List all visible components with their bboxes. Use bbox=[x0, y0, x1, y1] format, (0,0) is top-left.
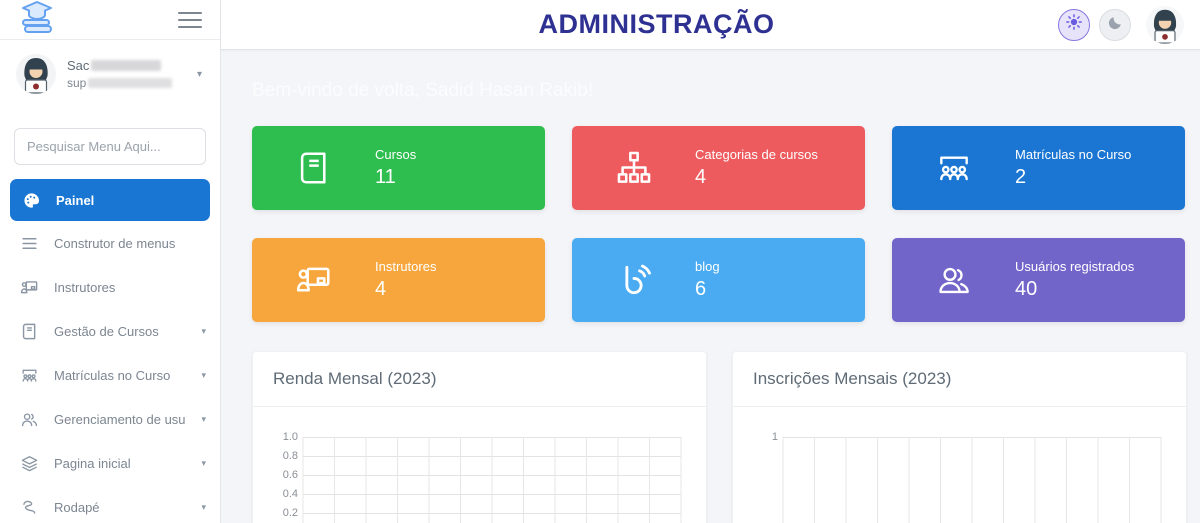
user-menu-caret-icon[interactable]: ▾ bbox=[196, 68, 202, 80]
sidebar-menu: Painel Construtor de menus bbox=[0, 175, 220, 523]
stat-card-cursos[interactable]: Cursos 11 bbox=[252, 126, 545, 210]
y-axis-labels: 1 bbox=[747, 431, 783, 523]
sidebar-user-section[interactable]: Sac sup ▾ bbox=[0, 40, 220, 106]
footer-icon bbox=[19, 497, 39, 517]
stat-card-value: 6 bbox=[695, 278, 707, 300]
menu-search-input[interactable] bbox=[14, 128, 206, 165]
stat-card-label: Usuários registrados bbox=[1015, 259, 1135, 274]
chart-title: Renda Mensal (2023) bbox=[253, 352, 706, 407]
stat-card-label: Instrutores bbox=[375, 259, 437, 274]
sidebar-item-label: Construtor de menus bbox=[54, 235, 176, 251]
stat-card-label: blog bbox=[695, 259, 720, 274]
stat-cards-grid: Cursos 11 Ca bbox=[252, 126, 1187, 322]
sidebar-toggle-hamburger-icon[interactable] bbox=[178, 7, 202, 33]
sidebar-item-label: Matrículas no Curso bbox=[54, 367, 171, 383]
user-meta: Sac sup bbox=[67, 55, 186, 93]
page-title: ADMINISTRAÇÃO bbox=[538, 9, 775, 39]
y-tick-label: 0.6 bbox=[282, 469, 298, 481]
chart-renda-mensal: 1.0 0.8 0.6 0.4 0.2 bbox=[253, 407, 706, 523]
stat-card-value: 4 bbox=[375, 278, 387, 300]
sitemap-icon bbox=[572, 149, 695, 187]
user-name-redacted bbox=[91, 60, 162, 71]
sidebar-item-rodape[interactable]: Rodapé ▾ bbox=[0, 485, 220, 523]
user-role: sup bbox=[67, 76, 87, 90]
sidebar-item-gestao-de-cursos[interactable]: Gestão de Cursos ▾ bbox=[0, 309, 220, 353]
sidebar-item-gerenciamento-de-usuarios[interactable]: Gerenciamento de usuários ▾ bbox=[0, 397, 220, 441]
stat-card-label: Matrículas no Curso bbox=[1015, 147, 1132, 162]
sidebar-item-instrutores[interactable]: Instrutores bbox=[0, 265, 220, 309]
chart-title: Inscrições Mensais (2023) bbox=[733, 352, 1186, 407]
instructor-icon bbox=[19, 277, 39, 297]
chart-inscricoes-mensais: 1 bbox=[733, 407, 1186, 523]
sidebar-item-painel[interactable]: Painel bbox=[10, 179, 210, 221]
menu-search bbox=[0, 112, 220, 175]
book-icon bbox=[252, 149, 375, 187]
chart-card-inscricoes-mensais: Inscrições Mensais (2023) 1 bbox=[732, 351, 1187, 523]
blog-icon bbox=[572, 261, 695, 299]
content-area: Bem-vindo de volta, Sadid Hasan Rakib! C… bbox=[221, 50, 1200, 523]
stat-card-value: 2 bbox=[1015, 166, 1027, 188]
header: ADMINISTRAÇÃO bbox=[221, 0, 1200, 50]
welcome-message: Bem-vindo de volta, Sadid Hasan Rakib! bbox=[252, 80, 594, 101]
sidebar-topbar bbox=[0, 0, 220, 40]
menu-bars-icon bbox=[19, 233, 39, 253]
stat-card-usuarios-registrados[interactable]: Usuários registrados 40 bbox=[892, 238, 1185, 322]
instructor-icon bbox=[252, 261, 375, 299]
light-mode-button[interactable] bbox=[1058, 8, 1090, 41]
stat-card-matriculas[interactable]: Matrículas no Curso 2 bbox=[892, 126, 1185, 210]
stat-card-value: 4 bbox=[695, 166, 707, 188]
sidebar-item-matriculas-no-curso[interactable]: Matrículas no Curso ▾ bbox=[0, 353, 220, 397]
chart-plot-area bbox=[782, 437, 1162, 523]
classroom-icon bbox=[19, 365, 39, 385]
sidebar-item-label: Gerenciamento de usuários bbox=[54, 411, 186, 427]
chart-card-renda-mensal: Renda Mensal (2023) 1.0 0.8 0.6 0.4 0.2 bbox=[252, 351, 707, 523]
sidebar-item-label: Gestão de Cursos bbox=[54, 323, 159, 339]
palette-icon bbox=[21, 190, 41, 210]
sidebar: Sac sup ▾ bbox=[0, 0, 221, 523]
dark-mode-button[interactable] bbox=[1099, 8, 1131, 41]
y-axis-labels: 1.0 0.8 0.6 0.4 0.2 bbox=[267, 431, 303, 523]
classroom-icon bbox=[892, 149, 1015, 187]
y-tick-label: 1 bbox=[771, 431, 778, 443]
book-icon bbox=[19, 321, 39, 341]
chevron-down-icon: ▾ bbox=[201, 501, 206, 512]
user-avatar bbox=[16, 54, 56, 94]
stat-card-value: 40 bbox=[1015, 278, 1038, 300]
header-avatar[interactable] bbox=[1146, 5, 1184, 44]
chevron-down-icon: ▾ bbox=[201, 325, 206, 336]
stat-card-value: 11 bbox=[375, 166, 396, 188]
chevron-down-icon: ▾ bbox=[201, 369, 206, 380]
layers-icon bbox=[19, 453, 39, 473]
sidebar-item-pagina-inicial[interactable]: Pagina inicial ▾ bbox=[0, 441, 220, 485]
chart-plot-area bbox=[302, 437, 682, 523]
y-tick-label: 1.0 bbox=[282, 431, 298, 443]
sidebar-item-label: Pagina inicial bbox=[54, 455, 131, 471]
sidebar-item-label: Instrutores bbox=[54, 279, 116, 295]
chevron-down-icon: ▾ bbox=[201, 457, 206, 468]
y-tick-label: 0.2 bbox=[282, 507, 298, 519]
user-name: Sac bbox=[67, 58, 90, 73]
user-role-redacted bbox=[88, 78, 173, 88]
y-tick-label: 0.8 bbox=[282, 450, 298, 462]
stat-card-blog[interactable]: blog 6 bbox=[572, 238, 865, 322]
stat-card-categorias[interactable]: Categorias de cursos 4 bbox=[572, 126, 865, 210]
y-tick-label: 0.4 bbox=[282, 488, 298, 500]
stat-card-label: Categorias de cursos bbox=[695, 147, 818, 162]
users-icon bbox=[892, 261, 1015, 299]
sidebar-item-construtor-de-menus[interactable]: Construtor de menus bbox=[0, 221, 220, 265]
moon-icon bbox=[1107, 14, 1124, 36]
sun-icon bbox=[1065, 13, 1083, 36]
stat-card-instrutores[interactable]: Instrutores 4 bbox=[252, 238, 545, 322]
main-pane: ADMINISTRAÇÃO bbox=[221, 0, 1200, 523]
sidebar-item-label: Rodapé bbox=[54, 499, 100, 515]
sidebar-item-label: Painel bbox=[56, 192, 95, 208]
app-logo-icon[interactable] bbox=[18, 0, 56, 39]
users-icon bbox=[19, 409, 39, 429]
charts-row: Renda Mensal (2023) 1.0 0.8 0.6 0.4 0.2 Insc… bbox=[252, 351, 1187, 523]
chevron-down-icon: ▾ bbox=[201, 413, 206, 424]
stat-card-label: Cursos bbox=[375, 147, 417, 162]
